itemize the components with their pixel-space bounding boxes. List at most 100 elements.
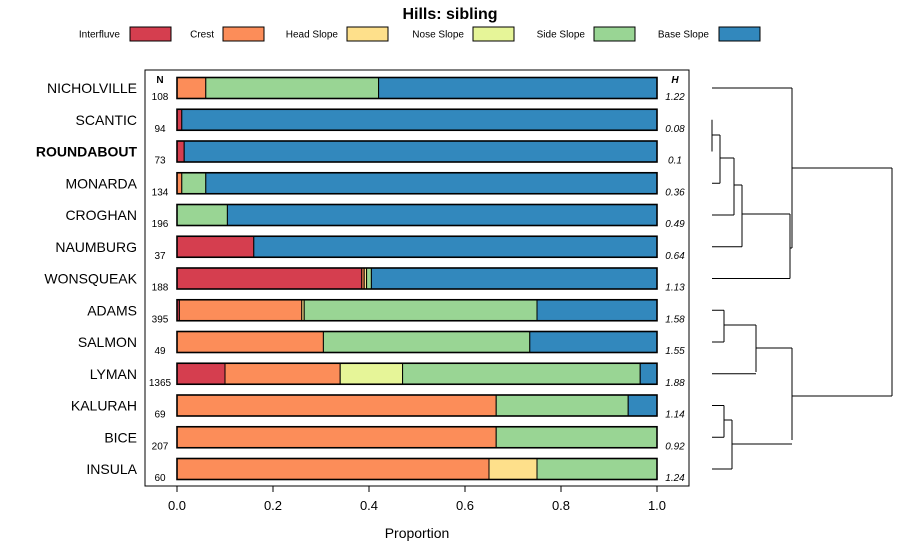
row-label-croghan: CROGHAN: [65, 207, 137, 223]
x-tick-label-0: 0.0: [168, 498, 186, 513]
dendrogram: [711, 87, 893, 470]
bar-segment-bice-side-slope: [495, 426, 658, 449]
bar-segment-kalurah-crest: [176, 394, 497, 417]
bar-rows: NICHOLVILLE 108 1.22 SCANTIC 94 0.08 ROUNDABOU…: [36, 76, 685, 484]
row-label-salmon: SALMON: [78, 334, 137, 350]
bar-segment-wonsqueak-interfluve: [176, 267, 363, 290]
bar-outline-roundabout: [176, 140, 658, 163]
legend-swatch-interfluve: [129, 26, 172, 42]
h-value-lyman: 1.88: [665, 378, 685, 389]
h-value-croghan: 0.49: [665, 219, 685, 230]
bar-segment-bice-crest: [176, 426, 497, 449]
n-value-monarda: 134: [152, 187, 169, 198]
bar-segment-monarda-base-slope: [205, 172, 658, 195]
row-label-bice: BICE: [104, 429, 137, 445]
row-label-monarda: MONARDA: [65, 175, 137, 191]
n-value-naumburg: 37: [154, 251, 166, 262]
n-value-roundabout: 73: [154, 156, 166, 167]
bar-segment-roundabout-interfluve: [176, 140, 185, 163]
row-label-nicholville: NICHOLVILLE: [47, 80, 137, 96]
h-value-wonsqueak: 1.13: [665, 283, 685, 294]
bar-outline-scantic: [176, 108, 658, 132]
h-value-adams: 1.58: [665, 314, 685, 325]
legend-swatch-crest: [222, 26, 265, 42]
bar-segment-adams-side-slope: [303, 299, 538, 322]
x-tick-label-1: 0.2: [264, 498, 282, 513]
bar-outline-kalurah: [176, 394, 658, 417]
bar-segment-wonsqueak-side-slope: [366, 267, 372, 290]
bar-segment-adams-crest: [178, 299, 303, 322]
bar-segment-monarda-side-slope: [181, 172, 207, 195]
plot-frame: [144, 69, 690, 487]
h-value-scantic: 0.08: [665, 124, 685, 135]
row-label-kalurah: KALURAH: [71, 398, 137, 414]
bar-outline-adams: [176, 298, 658, 322]
h-value-naumburg: 0.64: [665, 251, 685, 262]
row-label-insula: INSULA: [86, 461, 137, 477]
legend: Interfluve Crest Head Slope Nose Slope Side …: [79, 26, 761, 42]
bar-segment-lyman-side-slope: [402, 362, 641, 385]
legend-swatch-nose-slope: [472, 26, 515, 42]
h-column-header: H: [671, 75, 679, 86]
bar-segment-roundabout-base-slope: [183, 140, 658, 163]
bar-outline-insula: [176, 457, 658, 481]
bar-segment-kalurah-side-slope: [495, 394, 629, 417]
row-label-lyman: LYMAN: [90, 366, 137, 382]
bar-segment-salmon-crest: [176, 331, 324, 353]
bar-segment-salmon-base-slope: [529, 331, 658, 353]
row-label-naumburg: NAUMBURG: [55, 239, 137, 255]
n-value-adams: 395: [152, 314, 169, 325]
bar-segment-lyman-nose-slope: [339, 362, 404, 385]
legend-label-interfluve: Interfluve: [79, 30, 121, 41]
bar-segment-lyman-base-slope: [639, 362, 658, 385]
row-label-wonsqueak: WONSQUEAK: [44, 271, 137, 287]
bar-segment-adams-base-slope: [536, 299, 658, 322]
bar-segment-nicholville-crest: [176, 77, 207, 99]
h-value-roundabout: 0.1: [668, 156, 682, 167]
n-column-header: N: [156, 75, 163, 86]
n-value-scantic: 94: [154, 124, 166, 135]
bar-segment-croghan-base-slope: [226, 204, 658, 226]
bar-outline-lyman: [176, 362, 658, 386]
bar-outline-naumburg: [176, 235, 658, 259]
bar-segment-nicholville-side-slope: [205, 77, 380, 99]
n-value-wonsqueak: 188: [152, 283, 169, 294]
legend-swatch-head-slope: [346, 26, 389, 42]
h-value-bice: 0.92: [665, 441, 685, 452]
bar-segment-wonsqueak-base-slope: [370, 267, 658, 290]
bar-segment-naumburg-interfluve: [176, 235, 255, 258]
h-value-kalurah: 1.14: [665, 410, 685, 421]
bar-outline-bice: [176, 425, 658, 449]
row-label-adams: ADAMS: [87, 302, 137, 318]
bar-segment-scantic-base-slope: [181, 108, 658, 131]
x-tick-label-4: 0.8: [552, 498, 570, 513]
bar-outline-croghan: [176, 203, 658, 227]
h-value-insula: 1.24: [665, 473, 685, 484]
bar-segment-croghan-side-slope: [176, 204, 228, 226]
n-value-croghan: 196: [152, 219, 169, 230]
n-value-bice: 207: [152, 441, 169, 452]
bar-segment-kalurah-base-slope: [627, 394, 658, 417]
row-label-roundabout: ROUNDABOUT: [36, 144, 138, 160]
bar-segment-lyman-interfluve: [176, 362, 226, 385]
legend-swatch-side-slope: [593, 26, 636, 42]
bar-outline-wonsqueak: [176, 267, 658, 290]
x-axis-title: Proportion: [385, 525, 450, 541]
bar-segment-lyman-crest: [224, 362, 341, 385]
bar-segment-salmon-side-slope: [322, 331, 531, 353]
n-value-salmon: 49: [154, 346, 166, 357]
legend-label-side-slope: Side Slope: [537, 30, 586, 41]
legend-label-head-slope: Head Slope: [286, 30, 339, 41]
bar-segment-insula-crest: [176, 458, 490, 480]
x-tick-label-2: 0.4: [360, 498, 378, 513]
h-value-monarda: 0.36: [665, 187, 685, 198]
h-value-salmon: 1.55: [665, 346, 685, 357]
h-value-nicholville: 1.22: [665, 92, 685, 103]
chart-title: Hills: sibling: [402, 6, 497, 23]
legend-swatch-base-slope: [718, 26, 761, 42]
legend-label-base-slope: Base Slope: [658, 30, 710, 41]
n-value-kalurah: 69: [154, 410, 166, 421]
bar-segment-insula-head-slope: [488, 458, 538, 480]
bar-outline-nicholville: [176, 76, 658, 100]
